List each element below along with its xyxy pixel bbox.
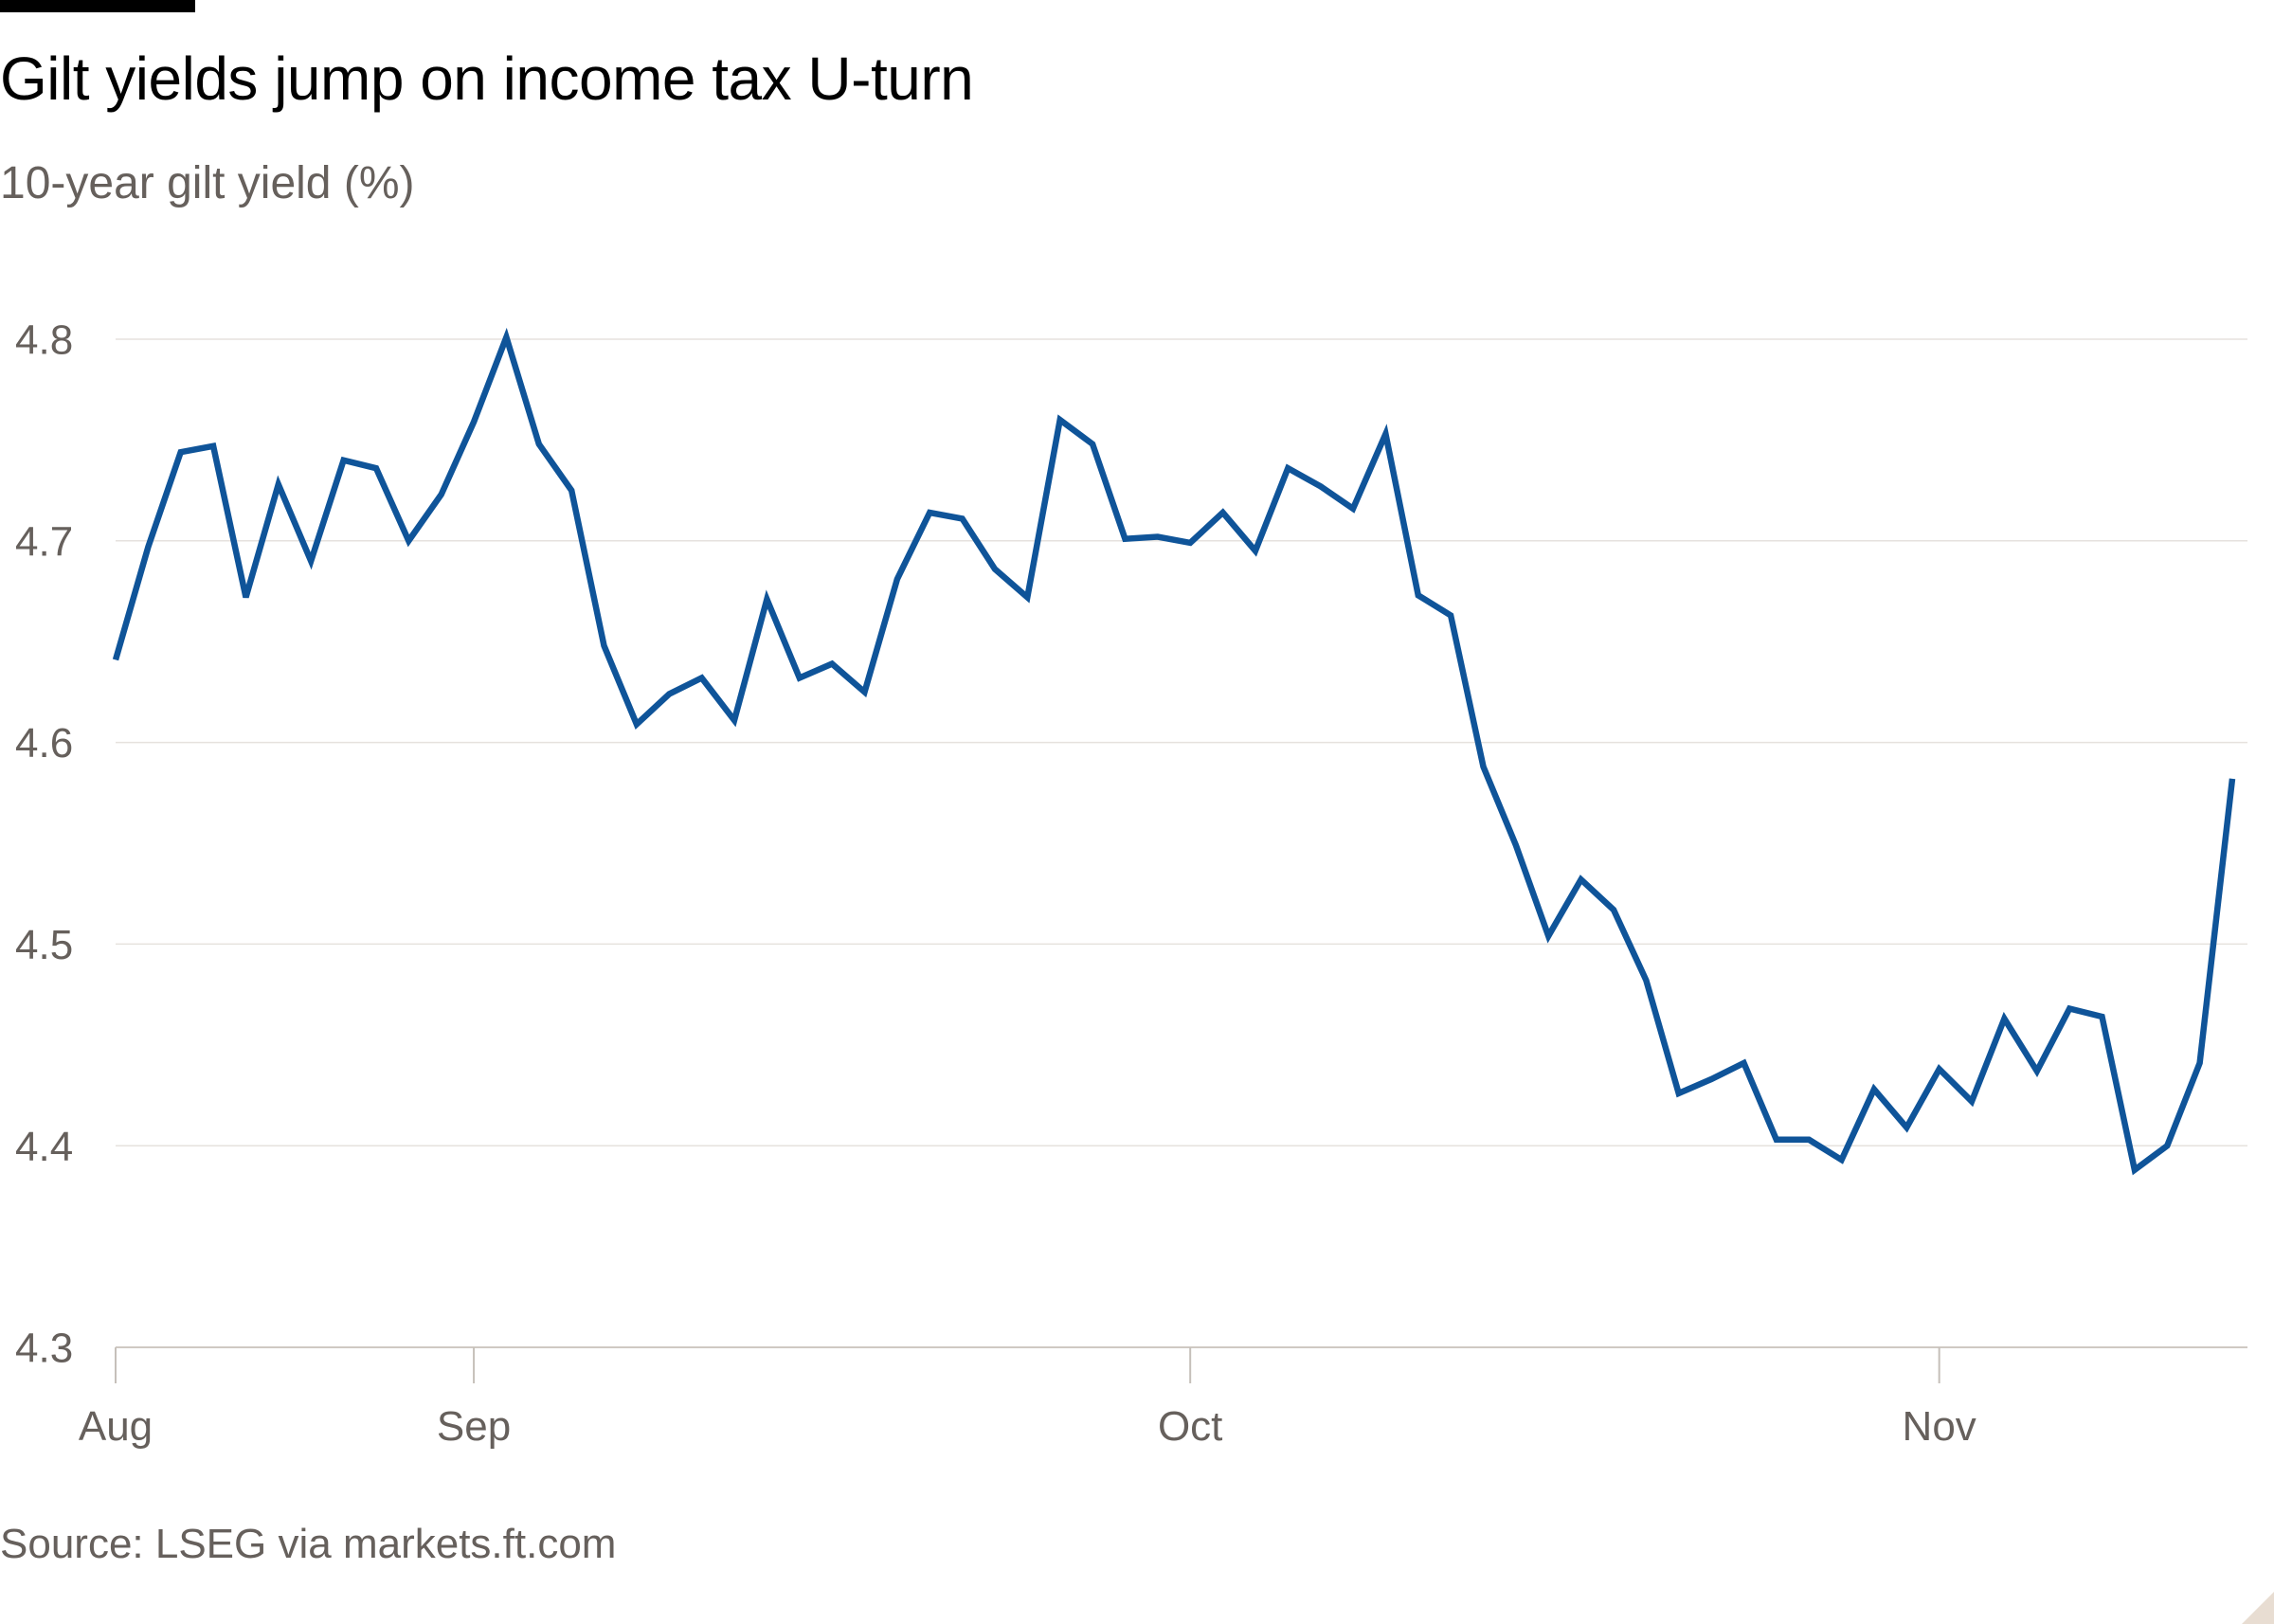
data-point bbox=[1676, 1091, 1682, 1096]
data-point bbox=[861, 689, 867, 695]
data-point bbox=[373, 465, 379, 471]
data-point bbox=[1219, 510, 1225, 515]
data-point bbox=[1838, 1157, 1844, 1163]
data-point bbox=[1969, 1098, 1975, 1104]
data-point bbox=[1643, 978, 1649, 983]
y-axis-ticks: 4.3 4.4 4.5 4.6 4.7 4.8 bbox=[15, 317, 73, 1372]
data-point bbox=[927, 510, 932, 515]
data-point bbox=[1155, 533, 1161, 539]
data-point bbox=[1936, 1066, 1941, 1072]
data-point bbox=[2229, 776, 2235, 782]
data-point bbox=[2001, 1016, 2007, 1021]
data-point bbox=[1416, 592, 1421, 598]
data-point bbox=[731, 717, 737, 723]
data-point bbox=[1187, 540, 1193, 546]
data-point bbox=[471, 419, 477, 424]
data-point bbox=[894, 576, 900, 582]
y-tick-label: 4.6 bbox=[15, 720, 73, 767]
data-point bbox=[503, 334, 509, 340]
data-point bbox=[992, 566, 998, 571]
data-point bbox=[1382, 431, 1388, 437]
data-point bbox=[797, 675, 803, 680]
data-point bbox=[1317, 483, 1323, 489]
data-point bbox=[243, 594, 248, 600]
x-tick-label: Sep bbox=[437, 1403, 511, 1450]
data-point bbox=[113, 657, 118, 662]
source-note: Source: LSEG via markets.ft.com bbox=[0, 1521, 617, 1567]
data-point bbox=[1545, 933, 1551, 939]
data-point bbox=[536, 441, 542, 446]
data-point bbox=[210, 443, 216, 449]
y-tick-label: 4.5 bbox=[15, 922, 73, 968]
x-tick-label: Nov bbox=[1903, 1403, 1976, 1450]
data-point bbox=[1578, 876, 1583, 882]
data-point bbox=[698, 675, 704, 680]
data-point bbox=[1904, 1125, 1909, 1130]
series-line bbox=[112, 327, 2236, 1176]
corner-fold-mark bbox=[2242, 1592, 2274, 1624]
x-axis-ticks: Aug Sep Oct Nov bbox=[79, 1347, 1976, 1450]
data-point bbox=[276, 481, 281, 487]
data-point bbox=[764, 596, 769, 602]
data-point bbox=[2034, 1068, 2040, 1074]
data-point bbox=[145, 544, 151, 550]
data-point bbox=[2164, 1143, 2170, 1148]
y-tick-label: 4.3 bbox=[15, 1326, 73, 1372]
data-point bbox=[1774, 1137, 1779, 1143]
data-point bbox=[1513, 842, 1519, 848]
data-point bbox=[1708, 1076, 1714, 1082]
chart-title: Gilt yields jump on income tax U-turn bbox=[0, 45, 974, 113]
data-point bbox=[1871, 1086, 1877, 1092]
y-tick-label: 4.8 bbox=[15, 317, 73, 364]
data-point bbox=[2132, 1167, 2138, 1173]
data-point bbox=[1806, 1137, 1812, 1143]
data-point bbox=[1253, 548, 1258, 553]
series-layer bbox=[112, 327, 2236, 1176]
data-point bbox=[2196, 1060, 2202, 1066]
data-point bbox=[178, 449, 184, 455]
data-point bbox=[1448, 612, 1453, 618]
y-tick-label: 4.7 bbox=[15, 518, 73, 565]
data-point bbox=[959, 515, 965, 521]
brand-top-bar bbox=[0, 0, 195, 12]
data-point bbox=[829, 660, 835, 666]
data-point bbox=[666, 691, 672, 696]
gridlines bbox=[116, 338, 2247, 1348]
data-point bbox=[1611, 907, 1616, 912]
data-point bbox=[1024, 594, 1030, 600]
data-point bbox=[1741, 1060, 1746, 1066]
data-point bbox=[1350, 506, 1356, 512]
chart-subtitle: 10-year gilt yield (%) bbox=[0, 158, 415, 208]
data-point bbox=[1122, 535, 1128, 541]
data-point bbox=[438, 492, 443, 497]
data-point bbox=[601, 642, 606, 648]
data-point bbox=[1285, 465, 1290, 471]
y-tick-label: 4.4 bbox=[15, 1124, 73, 1170]
x-tick-label: Oct bbox=[1158, 1403, 1222, 1450]
x-tick-label: Aug bbox=[79, 1403, 153, 1450]
data-point bbox=[340, 457, 346, 462]
data-point bbox=[406, 538, 411, 544]
data-point bbox=[634, 721, 640, 727]
data-point bbox=[1480, 764, 1486, 769]
data-point bbox=[2066, 1005, 2072, 1011]
data-point bbox=[1090, 441, 1095, 446]
data-point bbox=[2099, 1014, 2104, 1020]
data-point bbox=[568, 487, 574, 493]
data-point bbox=[308, 558, 314, 564]
data-point bbox=[1057, 417, 1063, 423]
